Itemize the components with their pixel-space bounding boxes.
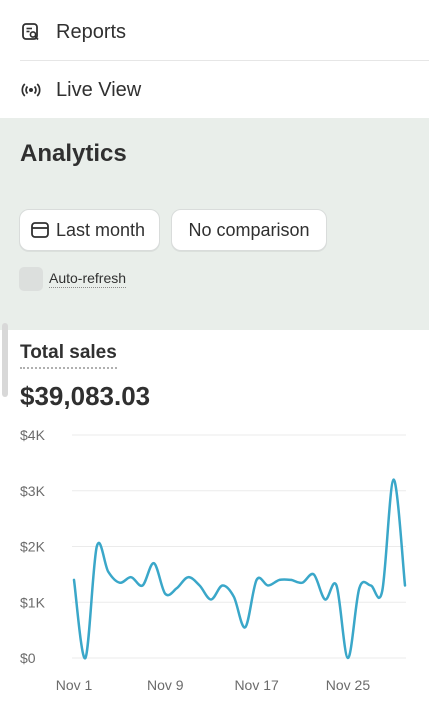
nav-item-live-view[interactable]: Live View bbox=[0, 61, 429, 119]
auto-refresh-label: Auto-refresh bbox=[49, 270, 127, 288]
page-title: Analytics bbox=[20, 140, 127, 167]
y-tick-label: $3K bbox=[20, 483, 46, 499]
total-sales-title[interactable]: Total sales bbox=[20, 342, 117, 369]
date-range-label: Last month bbox=[56, 219, 146, 240]
nav-item-reports[interactable]: Reports bbox=[0, 3, 429, 61]
broadcast-icon bbox=[20, 79, 42, 101]
y-tick-label: $0 bbox=[20, 650, 36, 666]
y-tick-label: $1K bbox=[20, 594, 46, 610]
auto-refresh-toggle[interactable]: Auto-refresh bbox=[19, 267, 127, 291]
reports-icon bbox=[20, 21, 42, 43]
scrollbar-handle[interactable] bbox=[2, 323, 8, 397]
sales-series-line bbox=[72, 478, 407, 660]
comparison-label: No comparison bbox=[188, 219, 310, 240]
calendar-icon bbox=[30, 220, 50, 240]
x-tick-label: Nov 1 bbox=[56, 677, 93, 693]
auto-refresh-checkbox[interactable] bbox=[19, 267, 43, 291]
nav-item-live-view-label: Live View bbox=[56, 78, 142, 101]
y-tick-label: $4K bbox=[20, 427, 46, 443]
nav-item-reports-label: Reports bbox=[56, 20, 127, 43]
x-tick-label: Nov 17 bbox=[234, 677, 279, 693]
x-tick-label: Nov 9 bbox=[147, 677, 184, 693]
x-tick-label: Nov 25 bbox=[326, 677, 371, 693]
nav-divider bbox=[20, 60, 429, 61]
y-tick-label: $2K bbox=[20, 539, 46, 555]
comparison-button[interactable]: No comparison bbox=[171, 209, 327, 251]
total-sales-value: $39,083.03 bbox=[20, 381, 151, 411]
date-range-button[interactable]: Last month bbox=[19, 209, 160, 251]
total-sales-chart: $0 $1K $2K $3K $4K Nov 1 Nov 9 Nov 17 Nov 25 bbox=[20, 427, 407, 693]
